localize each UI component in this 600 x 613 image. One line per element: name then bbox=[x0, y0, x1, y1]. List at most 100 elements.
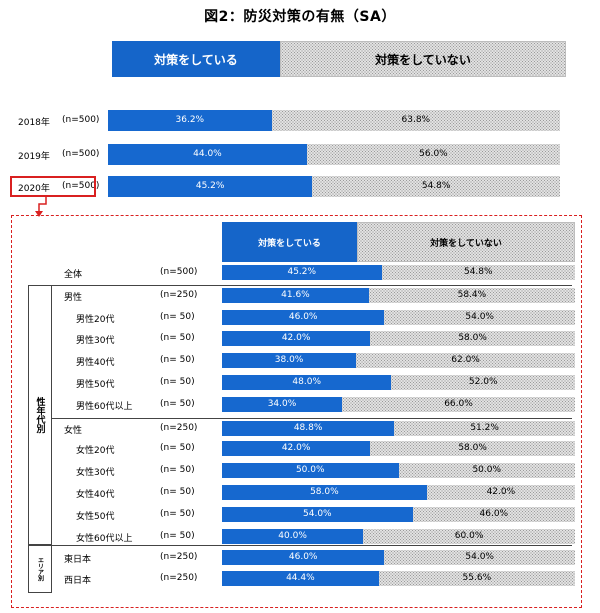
bar-no bbox=[412, 507, 575, 522]
bar-yes bbox=[222, 421, 395, 436]
value-label-yes: 42.0% bbox=[281, 333, 311, 343]
divider bbox=[52, 285, 572, 286]
n-label: (n= 50) bbox=[160, 443, 195, 453]
bar-no bbox=[378, 571, 575, 586]
bar-no bbox=[384, 310, 575, 325]
value-label-no: 56.0% bbox=[419, 149, 448, 159]
category-label: 女性20代 bbox=[76, 446, 115, 456]
category-label: 男性60代以上 bbox=[76, 402, 133, 412]
value-label-no: 62.0% bbox=[451, 355, 480, 365]
value-label-no: 46.0% bbox=[479, 509, 509, 519]
n-label: (n= 50) bbox=[160, 377, 195, 387]
value-label-yes: 54.0% bbox=[303, 509, 332, 519]
bar-yes bbox=[222, 397, 343, 412]
divider bbox=[52, 418, 572, 419]
bar-yes bbox=[108, 176, 313, 197]
value-label-no: 54.8% bbox=[421, 181, 451, 191]
bar-no bbox=[391, 375, 575, 390]
value-label-no: 58.4% bbox=[457, 290, 487, 300]
n-label: (n= 50) bbox=[160, 312, 195, 322]
category-label: 女性30代 bbox=[76, 468, 115, 478]
bar-yes bbox=[222, 375, 392, 390]
value-label-no: 66.0% bbox=[444, 399, 473, 409]
value-label-no: 52.0% bbox=[468, 377, 498, 387]
bar-no bbox=[306, 144, 560, 165]
bar-no bbox=[271, 110, 560, 131]
category-label: 全体 bbox=[64, 270, 83, 280]
inner-legend-yes: 対策をしている bbox=[222, 222, 357, 262]
value-label-no: 42.0% bbox=[486, 487, 516, 497]
value-label-yes: 44.4% bbox=[286, 573, 315, 583]
bar-yes bbox=[108, 110, 272, 131]
value-label-no: 54.0% bbox=[465, 312, 494, 322]
bar-yes bbox=[108, 144, 307, 165]
value-label-no: 54.8% bbox=[463, 267, 493, 277]
category-label: 男性30代 bbox=[76, 336, 115, 346]
n-label: (n= 50) bbox=[160, 355, 195, 365]
bar-no bbox=[398, 463, 575, 478]
bar-yes bbox=[222, 571, 379, 586]
category-label: 東日本 bbox=[64, 555, 92, 565]
n-label: (n= 50) bbox=[160, 531, 195, 541]
bar-no bbox=[370, 441, 575, 456]
bar-yes bbox=[222, 463, 399, 478]
category-label: 西日本 bbox=[64, 576, 92, 586]
bar-yes bbox=[222, 507, 413, 522]
category-label: 男性20代 bbox=[76, 315, 115, 325]
yearly-chart: 2018年 (n=500) 36.2% 63.8% 2019年 (n=500) 44.0% 5… bbox=[0, 0, 600, 200]
value-label-yes: 44.0% bbox=[193, 149, 222, 159]
category-label: 女性60代以上 bbox=[76, 534, 133, 544]
year-label: 2018年 bbox=[18, 118, 50, 128]
category-label: 女性40代 bbox=[76, 490, 115, 500]
n-label: (n= 50) bbox=[160, 509, 195, 519]
bar-yes bbox=[222, 441, 371, 456]
bar-no bbox=[356, 353, 575, 368]
group-label-area: エリア別 bbox=[28, 545, 52, 593]
legend-yes: 対策をしている bbox=[112, 41, 280, 77]
value-label-yes: 42.0% bbox=[281, 443, 311, 453]
bar-no bbox=[384, 550, 575, 565]
value-label-yes: 34.0% bbox=[267, 399, 297, 409]
value-label-no: 60.0% bbox=[454, 531, 484, 541]
bar-no bbox=[426, 485, 575, 500]
year-label: 2020年 bbox=[18, 184, 50, 194]
bar-no bbox=[370, 331, 575, 346]
bar-no bbox=[394, 421, 575, 436]
divider bbox=[52, 545, 572, 546]
n-label: (n=500) bbox=[62, 149, 100, 159]
legend-no: 対策をしていない bbox=[280, 41, 566, 77]
n-label: (n=250) bbox=[160, 573, 198, 583]
bar-no bbox=[368, 288, 575, 303]
n-label: (n= 50) bbox=[160, 487, 195, 497]
value-label-no: 50.0% bbox=[472, 465, 502, 475]
n-label: (n=250) bbox=[160, 552, 198, 562]
value-label-yes: 40.0% bbox=[278, 531, 307, 541]
value-label-yes: 36.2% bbox=[175, 115, 205, 125]
bar-yes bbox=[222, 310, 385, 325]
detail-box bbox=[11, 215, 582, 608]
n-label: (n= 50) bbox=[160, 399, 195, 409]
highlight-2020 bbox=[10, 176, 96, 197]
bar-no bbox=[381, 265, 575, 280]
group-label-demographic: 性年代別 bbox=[28, 285, 52, 545]
value-label-no: 54.0% bbox=[465, 552, 494, 562]
value-label-no: 55.6% bbox=[462, 573, 492, 583]
n-label: (n=500) bbox=[62, 181, 100, 191]
category-label: 女性 bbox=[64, 426, 83, 436]
value-label-yes: 41.6% bbox=[281, 290, 310, 300]
value-label-yes: 46.0% bbox=[288, 552, 318, 562]
n-label: (n=250) bbox=[160, 290, 198, 300]
bar-no bbox=[363, 529, 575, 544]
bar-yes bbox=[222, 288, 369, 303]
value-label-no: 58.0% bbox=[458, 333, 487, 343]
value-label-yes: 38.0% bbox=[274, 355, 304, 365]
category-label: 男性 bbox=[64, 293, 83, 303]
n-label: (n=500) bbox=[62, 115, 100, 125]
bar-yes bbox=[222, 331, 371, 346]
value-label-yes: 58.0% bbox=[310, 487, 339, 497]
connector-arrow bbox=[35, 197, 47, 217]
value-label-yes: 48.8% bbox=[293, 423, 323, 433]
bar-yes bbox=[222, 529, 364, 544]
bar-no bbox=[312, 176, 560, 197]
